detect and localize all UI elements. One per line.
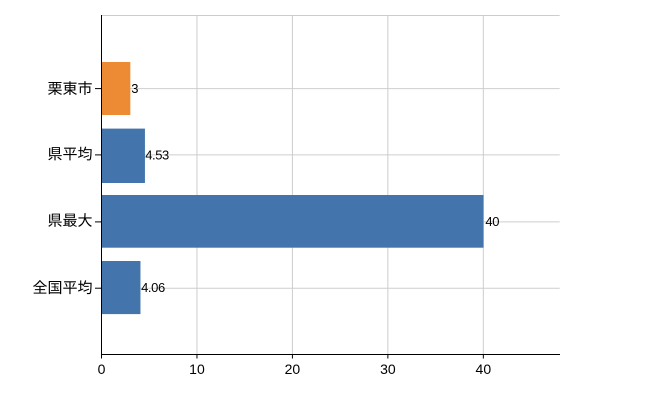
svg-text:4.53: 4.53 [145,147,169,162]
svg-text:10: 10 [189,361,205,377]
svg-text:4.06: 4.06 [141,280,165,295]
svg-text:20: 20 [285,361,301,377]
svg-text:3: 3 [131,81,138,96]
svg-text:0: 0 [98,361,106,377]
svg-text:40: 40 [485,214,499,229]
svg-text:40: 40 [476,361,492,377]
svg-text:30: 30 [380,361,396,377]
